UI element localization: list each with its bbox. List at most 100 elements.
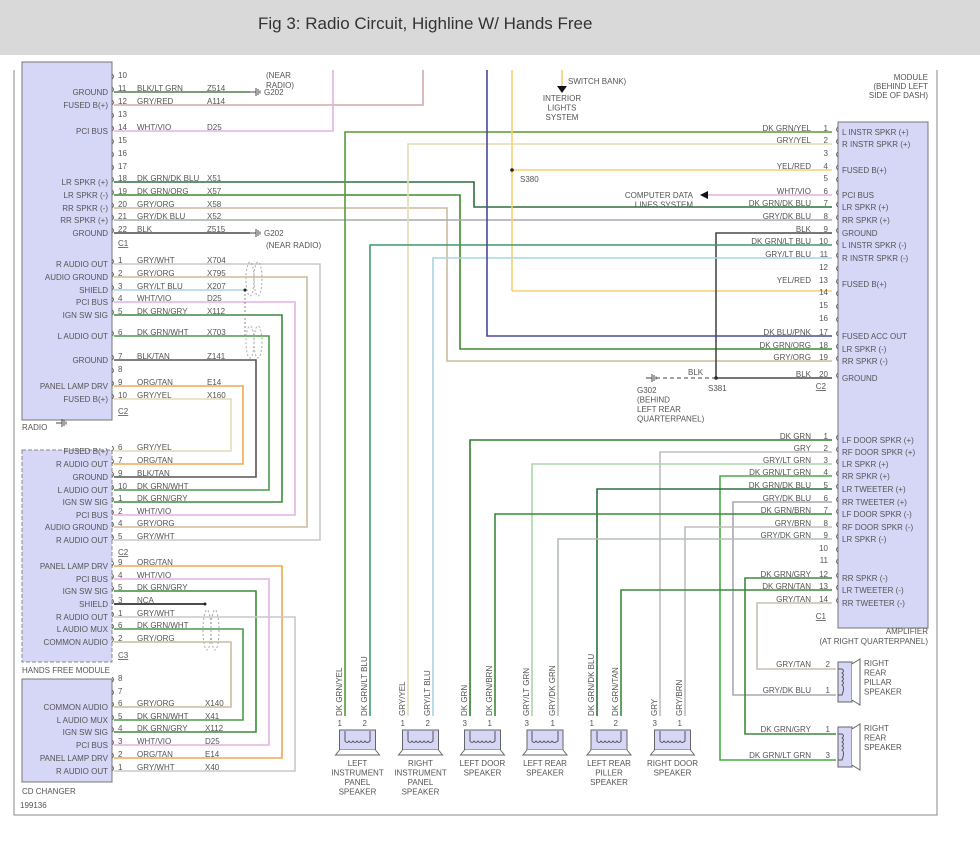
hfm-c3-pin-function: R AUDIO OUT (56, 613, 108, 622)
radio-label: RADIO (22, 423, 47, 432)
radio-c1-pin-number: 22 (118, 225, 127, 234)
radio-c2-pin-function: L AUDIO OUT (58, 332, 108, 341)
hfm-c2-pin-function: GROUND (72, 473, 108, 482)
amp-c1-pin-number: 11 (820, 556, 829, 565)
amp-c2-wire-color: DK BLU/PNK (763, 328, 811, 337)
radio-c2-pin-number: 9 (118, 378, 123, 387)
amp-c2-wire-color: GRY/YEL (776, 136, 811, 145)
radio-c1-pin-number: 13 (118, 110, 127, 119)
connector-pin-icon (111, 296, 114, 303)
amp-c2-wire-color: YEL/RED (777, 162, 811, 171)
wire (114, 263, 321, 541)
splice-dot (203, 602, 207, 606)
speaker-wire-color: DK GRN/GRY (760, 725, 811, 734)
connector-pin-icon (836, 151, 839, 158)
hands-free-label: HANDS FREE MODULE (22, 666, 110, 675)
connector-pin-icon (111, 380, 114, 387)
shield-icon (210, 609, 220, 651)
speaker-pin-number: 1 (826, 725, 831, 734)
radio-c2-wire-color: BLK/TAN (137, 352, 170, 361)
speaker-name: SPEAKER (864, 743, 902, 752)
radio-c1-circuit-id: X58 (207, 200, 222, 209)
amp-c2-pin-number: 9 (824, 225, 829, 234)
speaker-cone-icon (851, 723, 861, 771)
amp-c2-wire-color: BLK (796, 225, 812, 234)
connector-pin-icon (836, 434, 839, 441)
radio-c2-wire-color: DK GRN/GRY (137, 307, 188, 316)
connector-pin-icon (111, 689, 114, 696)
interior-lights-ref: SWITCH BANK) (568, 77, 627, 86)
speaker-pin-number: 3 (463, 719, 468, 728)
radio-c1-pin-function: RR SPKR (+) (60, 216, 108, 225)
hfm-c2-pin-function: FUSED B(+) (63, 447, 108, 456)
wire (732, 501, 836, 696)
amp-c1-pin-number: 2 (824, 444, 829, 453)
cd-circuit-id: E14 (205, 750, 220, 759)
radio-c1-pin-function: PCI BUS (76, 127, 108, 136)
hfm-c3-pin-number: 2 (118, 634, 123, 643)
speaker-wire-color: GRY/DK BLU (763, 686, 812, 695)
amp-c1-pin-function: RF DOOR SPKR (-) (842, 523, 913, 532)
module-note: (BEHIND LEFT (873, 82, 928, 91)
connector-pin-icon (111, 458, 114, 465)
connector-pin-icon (111, 598, 114, 605)
speaker-coil-icon (344, 731, 371, 743)
amp-c2-pin-number: 16 (819, 314, 828, 323)
amp-c2-wire-color: DK GRN/DK BLU (749, 199, 811, 208)
amp-c2-pin-number: 1 (824, 124, 829, 133)
amp-c2-pin-function: GROUND (842, 374, 878, 383)
connector-pin-icon (836, 496, 839, 503)
wire (114, 565, 283, 759)
radio-c2-pin-number: 7 (118, 352, 123, 361)
module-note: SIDE OF DASH) (869, 91, 928, 100)
speaker-body (837, 661, 853, 703)
cd-pin-number: 3 (118, 737, 123, 746)
hfm-c3-wire-color: DK GRN/WHT (137, 621, 189, 630)
amp-c1-pin-function: RR TWEETER (-) (842, 599, 905, 608)
amp-c1-pin-number: 8 (824, 519, 829, 528)
module-note: MODULE (894, 73, 928, 82)
connector-pin-icon (111, 521, 114, 528)
radio-c1-pin-number: 21 (118, 212, 127, 221)
radio-c1-circuit-id: Z515 (207, 225, 226, 234)
speaker-name: SPEAKER (339, 788, 377, 797)
radio-c2-circuit-id: X207 (207, 282, 226, 291)
speaker-name: PILLAR (864, 678, 892, 687)
wire (659, 451, 832, 716)
speaker-cone-icon (459, 749, 506, 756)
amp-c1-pin-number: 14 (819, 595, 828, 604)
radio-c1-pin-function: GROUND (72, 229, 108, 238)
hfm-c2-pin-number: 6 (118, 443, 123, 452)
connector-pin-icon (111, 112, 114, 119)
connector-pin-icon (836, 597, 839, 604)
hfm-c2-pin-function: R AUDIO OUT (56, 536, 108, 545)
radio-c2-circuit-id: E14 (207, 378, 222, 387)
amp-c1-pin-function: LF DOOR SPKR (-) (842, 510, 912, 519)
shield-icon (202, 609, 212, 651)
wire (620, 589, 832, 716)
radio-c2-wire-color: ORG/TAN (137, 378, 173, 387)
connector-pin-icon (111, 445, 114, 452)
amp-c2-wire-color: BLK (796, 370, 812, 379)
speaker-name: PANEL (345, 778, 371, 787)
amp-c2-wire-color: DK GRN/ORG (759, 341, 811, 350)
cd-wire-color: DK GRN/WHT (137, 712, 189, 721)
connector-pin-icon (836, 546, 839, 553)
connector-pin-icon (111, 636, 114, 643)
radio-c1-wire-color: GRY/ORG (137, 200, 175, 209)
connector-pin-icon (836, 521, 839, 528)
speaker-wire-color: DK GRN/LT GRN (749, 751, 811, 760)
connector-pin-icon (111, 726, 114, 733)
speaker-cone-icon (649, 749, 696, 756)
connector-pin-icon (836, 330, 839, 337)
connector-pin-icon (836, 227, 839, 234)
amp-c2-pin-function: GROUND (842, 229, 878, 238)
radio-c2-pin-function: IGN SW SIG (63, 311, 108, 320)
amp-c2-pin-function: LR SPKR (+) (842, 203, 889, 212)
radio-c2-wire-color: GRY/LT BLU (137, 282, 183, 291)
hfm-c3-pin-function: PANEL LAMP DRV (40, 562, 109, 571)
radio-c2-pin-number: 1 (118, 256, 123, 265)
wire (369, 244, 832, 716)
connector-pin-icon (111, 125, 114, 132)
